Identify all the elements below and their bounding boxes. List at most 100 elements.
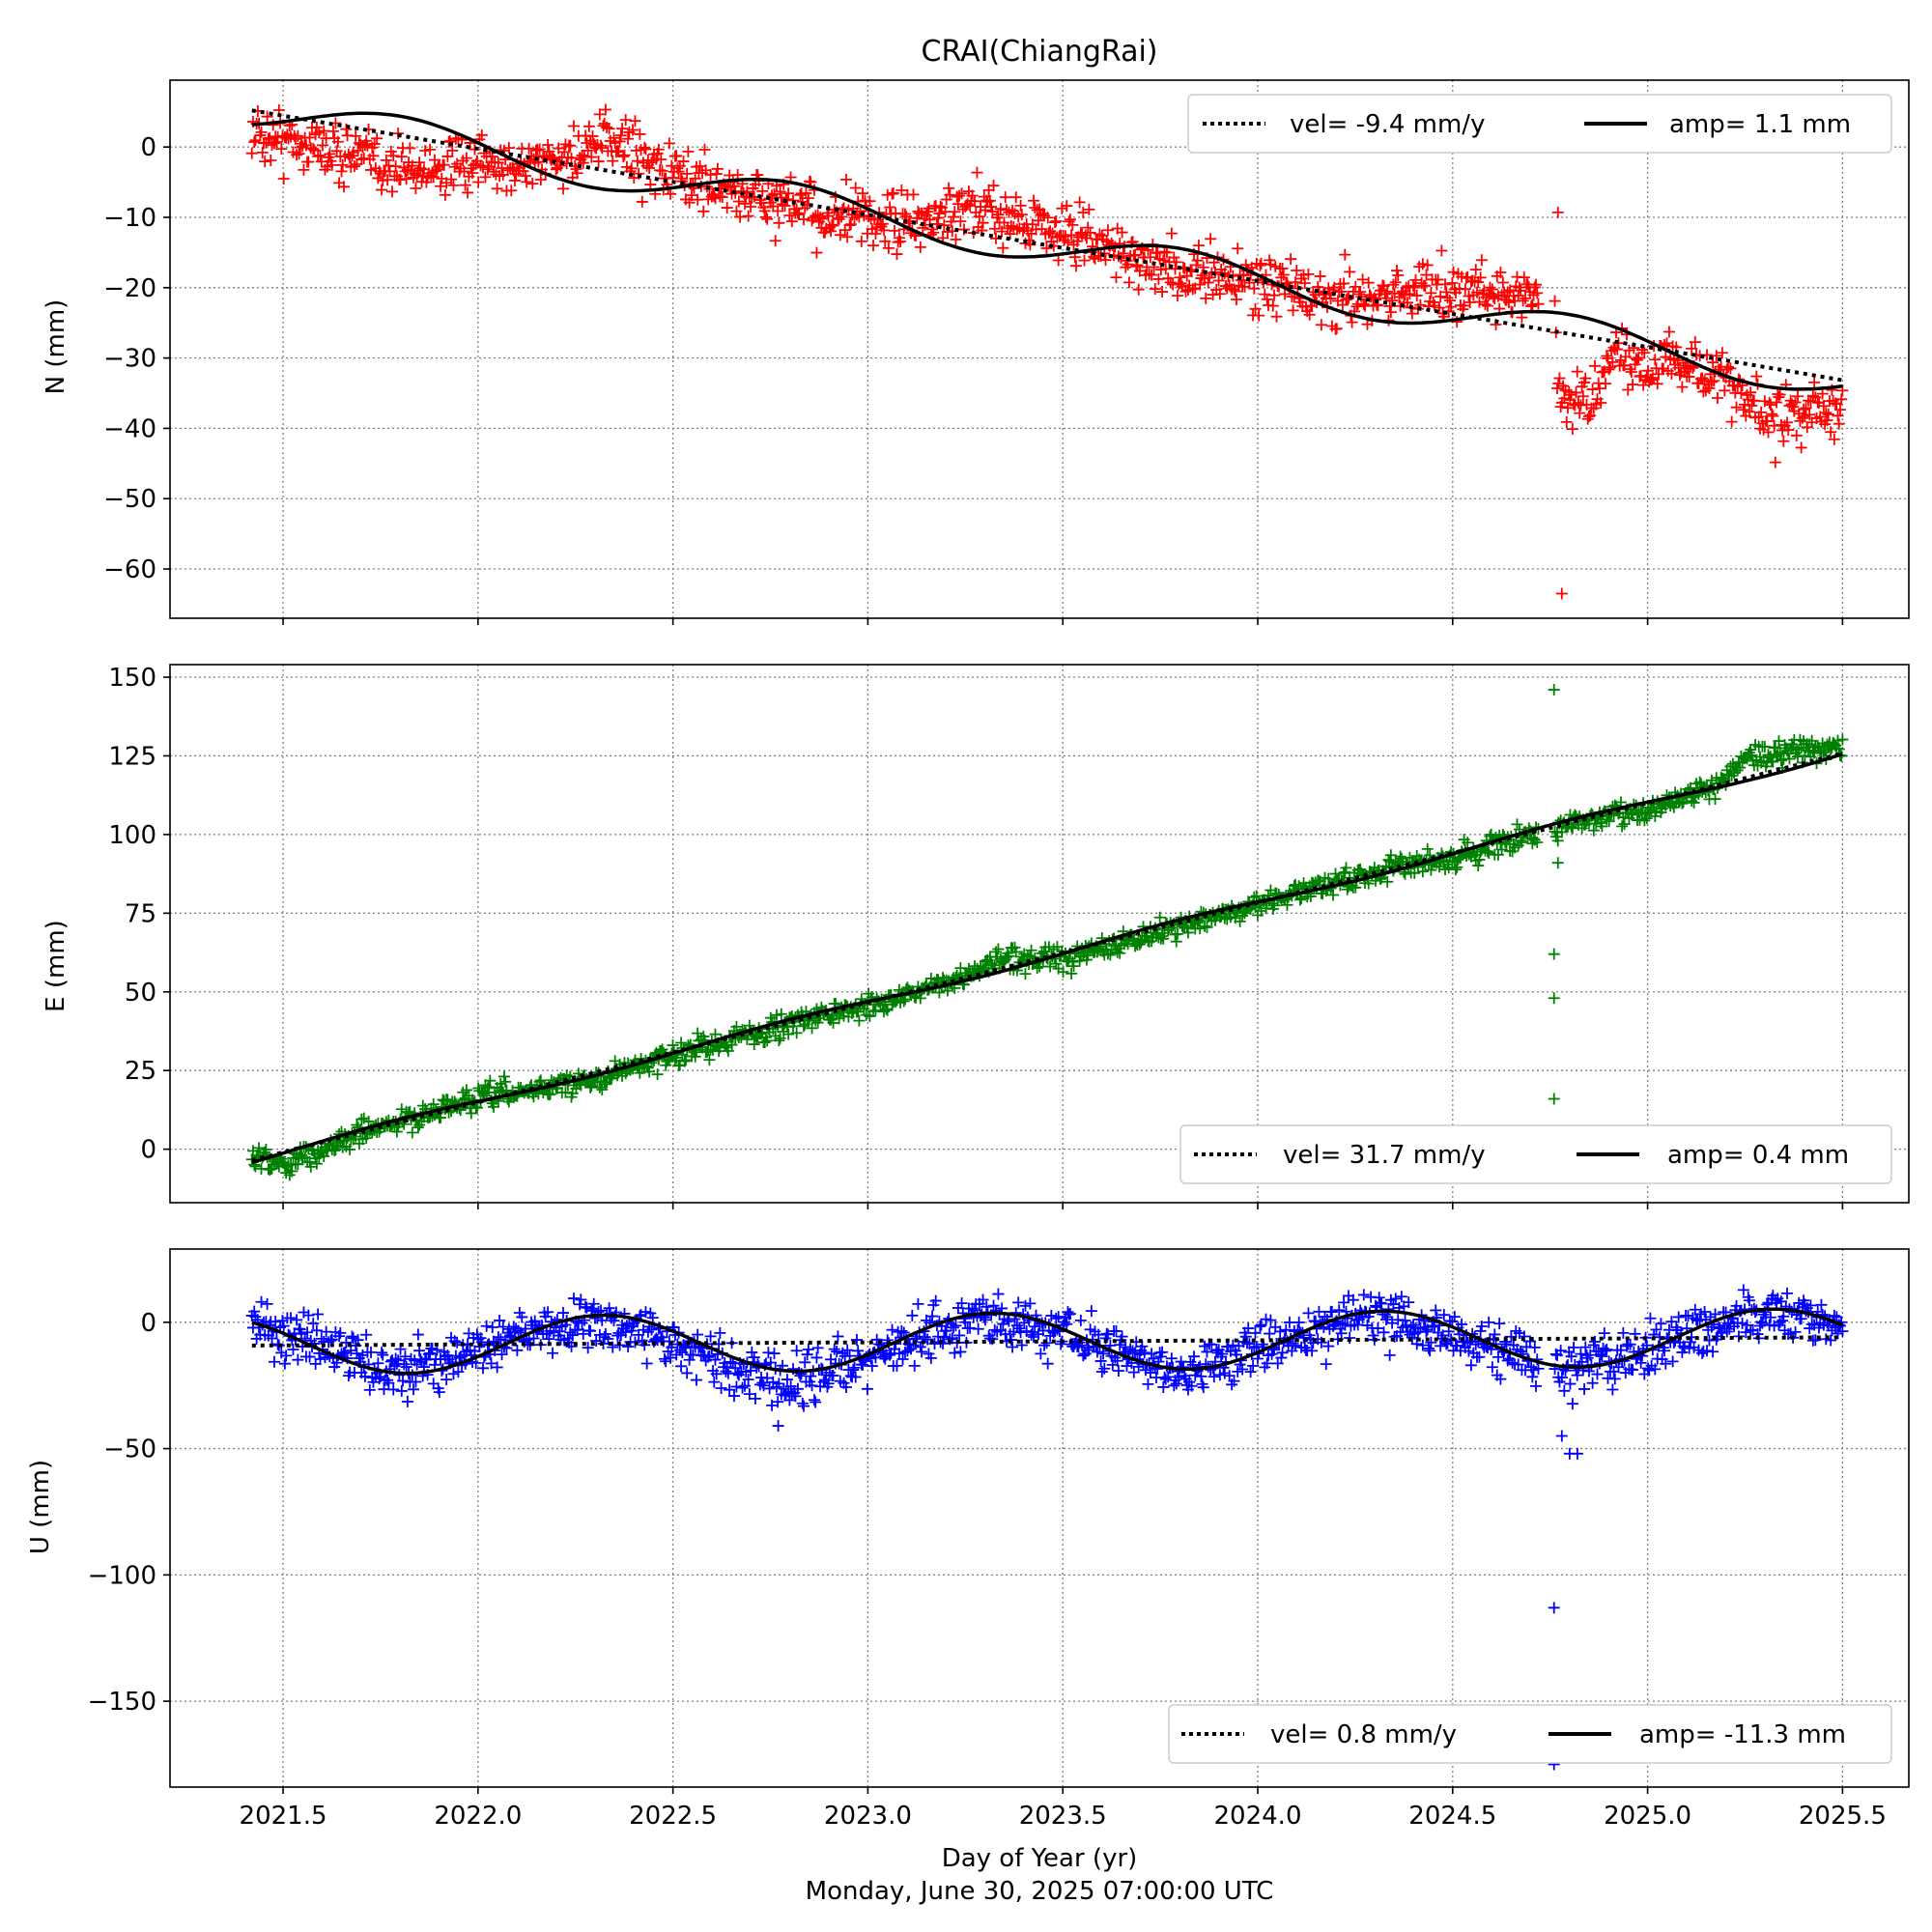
data-point: [843, 219, 856, 232]
data-point: [1171, 290, 1183, 302]
data-point: [1828, 433, 1840, 445]
data-point: [1160, 246, 1173, 259]
data-point: [725, 1038, 738, 1051]
data-point: [636, 195, 648, 208]
data-point: [697, 205, 710, 217]
data-point: [406, 1126, 418, 1139]
data-point: [1518, 271, 1530, 284]
data-point: [1625, 365, 1637, 378]
data-point: [1065, 967, 1078, 980]
data-point: [592, 156, 605, 168]
data-point: [1180, 922, 1193, 934]
data-point: [607, 155, 619, 167]
data-point: [1050, 957, 1063, 970]
data-point: [1747, 394, 1760, 407]
data-point: [1276, 262, 1289, 274]
data-point: [773, 216, 785, 229]
data-point: [1287, 304, 1299, 317]
data-point: [816, 213, 829, 225]
data-point: [1645, 374, 1658, 386]
data-point: [1170, 935, 1182, 948]
u-legend: vel= 0.8 mm/y amp= -11.3 mm: [1168, 1704, 1892, 1764]
data-point: [1469, 264, 1482, 276]
n-ylabel: N (mm): [42, 299, 71, 395]
data-point: [709, 1028, 722, 1040]
data-point: [1205, 233, 1217, 245]
data-point: [898, 208, 911, 220]
data-point: [1261, 293, 1273, 305]
data-point: [1520, 292, 1532, 304]
data-point: [716, 191, 728, 204]
data-point: [679, 1054, 692, 1066]
data-point: [324, 148, 336, 160]
data-point: [1730, 401, 1743, 413]
data-point: [1486, 283, 1498, 296]
data-point: [1034, 960, 1046, 973]
data-point: [1781, 416, 1794, 429]
data-point: [1451, 861, 1463, 873]
data-point: [1133, 265, 1146, 277]
data-point: [988, 222, 1001, 235]
data-point: [897, 995, 910, 1008]
data-point: [1067, 960, 1080, 973]
data-point: [1268, 289, 1281, 301]
data-point: [698, 143, 711, 156]
data-point: [1291, 264, 1303, 276]
data-point: [1009, 191, 1022, 204]
y-tick-label: 25: [125, 1057, 156, 1086]
data-point: [773, 1035, 785, 1047]
data-point: [1459, 283, 1471, 296]
data-point: [314, 149, 327, 161]
data-point: [371, 132, 384, 145]
data-point: [427, 1098, 440, 1111]
y-tick-label: 0: [140, 1309, 156, 1338]
data-point: [1649, 810, 1662, 822]
data-point: [1248, 282, 1261, 295]
timestamp: Monday, June 30, 2025 07:00:00 UTC: [806, 1877, 1274, 1906]
data-point: [1597, 366, 1609, 379]
data-point: [412, 1122, 424, 1134]
data-point: [617, 150, 630, 162]
data-point: [768, 187, 781, 200]
data-point: [1143, 268, 1155, 280]
data-point: [876, 217, 889, 230]
data-point: [1611, 343, 1624, 355]
data-point: [1268, 899, 1281, 912]
data-point: [977, 216, 989, 229]
data-point: [790, 1027, 803, 1039]
data-point: [1618, 818, 1631, 831]
data-point: [523, 142, 535, 155]
data-point: [999, 191, 1011, 204]
data-point: [1032, 214, 1044, 227]
data-point: [625, 162, 638, 175]
data-point: [1708, 375, 1720, 387]
data-point: [1804, 409, 1816, 421]
data-point: [1773, 391, 1785, 404]
data-point: [1384, 849, 1397, 862]
data-point: [1171, 927, 1183, 940]
data-point: [1015, 209, 1028, 221]
data-point: [618, 149, 631, 161]
data-point: [954, 215, 967, 228]
data-point: [1769, 456, 1781, 469]
data-point: [293, 148, 305, 160]
data-point: [1346, 316, 1358, 328]
data-point: [1132, 283, 1145, 296]
data-point: [1285, 253, 1297, 266]
data-point: [1409, 273, 1422, 286]
data-point: [1040, 242, 1053, 254]
data-point: [1383, 299, 1396, 312]
data-point: [1638, 347, 1651, 359]
data-point: [950, 233, 962, 245]
data-point: [955, 187, 968, 200]
data-point: [1745, 386, 1757, 399]
data-point: [1270, 310, 1283, 323]
data-point: [895, 185, 908, 197]
data-point: [1044, 225, 1057, 238]
data-point: [1446, 276, 1459, 289]
data-point: [884, 201, 896, 213]
data-point: [470, 1101, 483, 1114]
data-point: [256, 146, 269, 158]
data-point: [627, 124, 639, 136]
data-point: [1197, 261, 1209, 273]
